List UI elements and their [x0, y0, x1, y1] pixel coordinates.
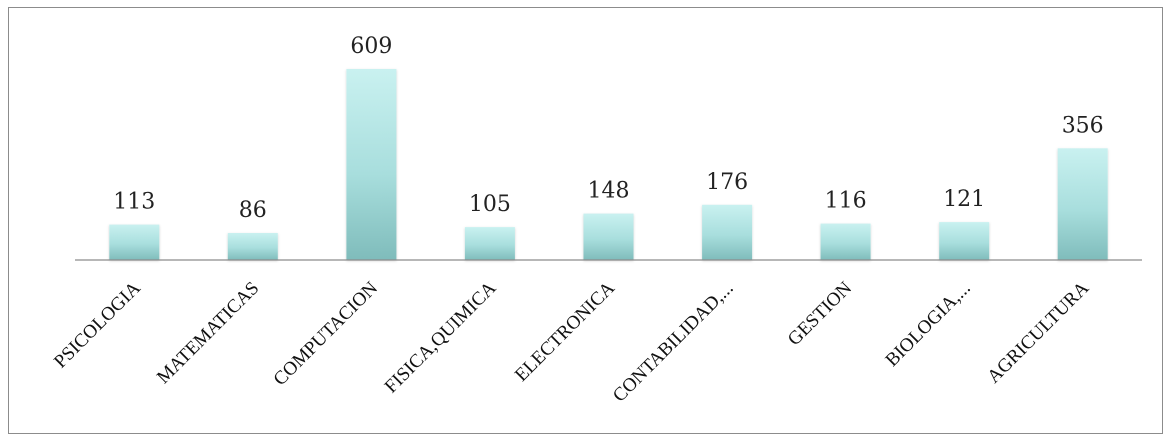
x-tick-label-5: CONTABILIDAD,... — [609, 278, 738, 407]
data-label-2: 609 — [350, 34, 392, 59]
x-tick-label-2: COMPUTACION — [270, 277, 383, 390]
bar-3 — [464, 227, 515, 260]
x-tick-label-1: MATEMATICAS — [153, 278, 263, 388]
data-label-8: 356 — [1062, 113, 1104, 138]
x-tick-label-0: PSICOLOGIA — [50, 277, 145, 372]
x-tick-label-3: FISICA,QUIMICA — [381, 277, 501, 397]
data-label-7: 121 — [943, 187, 985, 212]
bar-0 — [109, 224, 160, 260]
x-tick-label-7: BIOLOGIA,... — [882, 278, 975, 371]
x-tick-labels-layer: PSICOLOGIA MATEMATICAS COMPUTACIONFISICA,Q… — [50, 277, 1093, 406]
bar-4 — [583, 213, 634, 260]
bar-8 — [1057, 148, 1108, 260]
data-label-3: 105 — [469, 192, 511, 217]
bar-1 — [227, 233, 278, 260]
data-label-1: 86 — [239, 198, 267, 223]
x-tick-label-8: AGRICULTURA — [983, 277, 1093, 387]
bar-6 — [820, 223, 871, 260]
bar-5 — [702, 204, 753, 260]
data-label-0: 113 — [113, 190, 155, 215]
x-tick-label-4: ELECTRONICA — [511, 277, 619, 385]
bars-layer — [109, 69, 1108, 260]
bar-2 — [346, 69, 397, 260]
data-label-4: 148 — [588, 179, 630, 204]
value-labels-layer: 113 86 609 105 148 176 116 121 356 — [113, 34, 1103, 223]
data-label-6: 116 — [825, 189, 867, 214]
data-label-5: 176 — [706, 170, 748, 195]
x-tick-label-6: GESTION — [784, 277, 857, 350]
bar-7 — [939, 222, 990, 260]
